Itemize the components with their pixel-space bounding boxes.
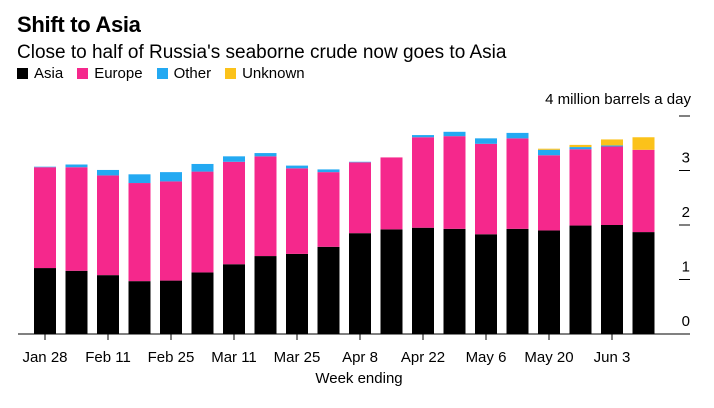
bar-europe-segment [506, 138, 529, 229]
bar-other-segment [569, 147, 592, 150]
legend-swatch-asia [17, 68, 28, 79]
x-tick-label: Apr 8 [342, 349, 378, 366]
bar-other-segment [65, 164, 88, 168]
bar-other-segment [349, 161, 371, 163]
bar-europe-segment [380, 157, 403, 230]
bar-europe-segment [128, 183, 151, 282]
y-tick-label: 1 [682, 259, 690, 276]
bar-europe-segment [349, 162, 371, 234]
legend-label-unknown: Unknown [242, 65, 305, 82]
bar-europe-segment [191, 171, 214, 273]
x-tick-label: Jun 3 [594, 349, 631, 366]
legend-item-europe: Europe [77, 65, 143, 82]
bar-other-segment [475, 138, 497, 144]
legend-label-other: Other [173, 65, 212, 82]
bar-europe-segment [34, 167, 56, 269]
x-tick-label: Feb 11 [85, 349, 131, 366]
bar-unknown-segment [538, 148, 560, 150]
bar-asia-segment [254, 256, 277, 334]
bar-other-segment [97, 169, 119, 176]
bar-other-segment [286, 165, 308, 169]
bar-other-segment [443, 131, 466, 137]
legend-label-asia: Asia [34, 65, 64, 82]
bar-asia-segment [349, 233, 371, 334]
bar-europe-segment [412, 137, 434, 228]
y-tick-label: 2 [682, 204, 690, 221]
bar-other-segment [538, 149, 560, 156]
bar-asia-segment [223, 264, 245, 334]
bar-asia-segment [191, 272, 214, 334]
bar-other-segment [223, 156, 245, 162]
bar-other-segment [506, 132, 529, 139]
x-tick-label: Feb 25 [148, 349, 195, 366]
bar-other-segment [317, 169, 340, 173]
legend-item-other: Other [156, 65, 212, 82]
chart-subtitle: Close to half of Russia's seaborne crude… [17, 42, 507, 63]
bar-europe-segment [632, 149, 655, 233]
y-tick-label: 3 [682, 150, 690, 167]
bar-asia-segment [601, 225, 623, 334]
bar-other-segment [254, 153, 277, 157]
bar-europe-segment [475, 143, 497, 235]
y-tick-label: 0 [682, 313, 690, 330]
chart-title: Shift to Asia [17, 12, 141, 37]
bar-europe-segment [160, 181, 182, 281]
legend-swatch-other [156, 68, 168, 79]
x-tick-label: Apr 22 [401, 349, 445, 366]
x-tick-label: Mar 25 [274, 349, 321, 366]
x-tick-label: May 20 [524, 349, 573, 366]
legend-item-unknown: Unknown [225, 65, 305, 82]
bar-europe-segment [286, 168, 308, 254]
bar-europe-segment [223, 161, 245, 265]
bar-asia-segment [412, 227, 434, 334]
bar-asia-segment [443, 228, 466, 334]
legend-swatch-europe [77, 68, 89, 79]
bar-asia-segment [317, 246, 340, 334]
bar-asia-segment [65, 270, 88, 334]
bar-asia-segment [380, 229, 403, 334]
bar-asia-segment [538, 230, 560, 334]
bar-europe-segment [254, 156, 277, 257]
bar-other-segment [160, 172, 182, 182]
bar-asia-segment [160, 280, 182, 334]
bar-europe-segment [601, 146, 623, 225]
legend-label-europe: Europe [94, 65, 143, 82]
x-tick-label: Mar 11 [211, 349, 257, 366]
bar-europe-segment [317, 172, 340, 247]
bar-europe-segment [65, 167, 88, 271]
bar-other-segment [601, 145, 623, 147]
legend-swatch-unknown [225, 68, 237, 79]
bar-europe-segment [538, 155, 560, 231]
bar-asia-segment [632, 232, 655, 334]
bar-other-segment [128, 174, 151, 184]
x-tick-label: May 6 [466, 349, 507, 366]
x-tick-label: Jan 28 [22, 349, 67, 366]
bar-unknown-segment [632, 137, 655, 150]
legend-item-asia: Asia [17, 65, 63, 82]
bar-asia-segment [97, 275, 119, 334]
bar-unknown-segment [569, 144, 592, 148]
bar-asia-segment [286, 253, 308, 334]
y-axis-unit-label: 4 million barrels a day [545, 91, 691, 108]
bar-europe-segment [569, 149, 592, 226]
bar-europe-segment [97, 175, 119, 276]
bar-other-segment [412, 135, 434, 138]
bar-asia-segment [506, 228, 529, 334]
bar-unknown-segment [601, 139, 623, 146]
x-axis-title: Week ending [315, 370, 402, 387]
bar-asia-segment [475, 234, 497, 334]
bar-asia-segment [128, 281, 151, 334]
bar-europe-segment [443, 136, 466, 229]
legend: Asia Europe Other Unknown [17, 65, 305, 82]
bar-other-segment [191, 163, 214, 172]
bar-other-segment [34, 166, 56, 168]
bar-asia-segment [569, 225, 592, 334]
bar-asia-segment [34, 268, 56, 334]
